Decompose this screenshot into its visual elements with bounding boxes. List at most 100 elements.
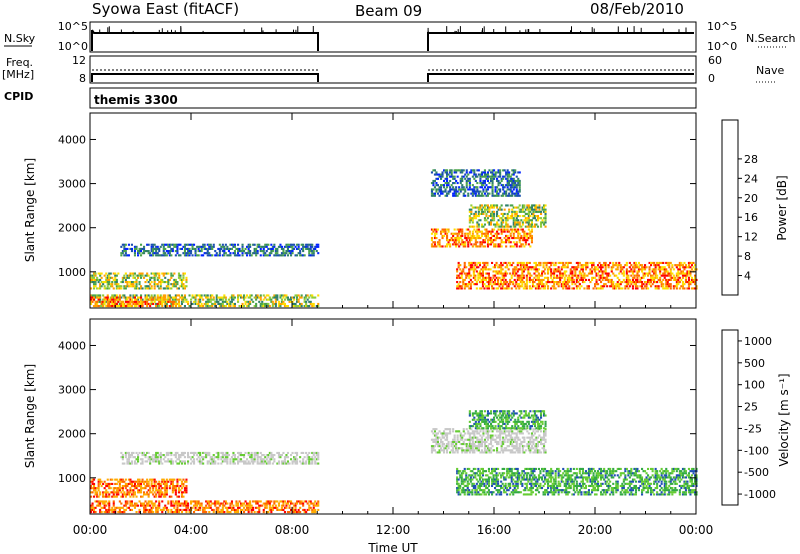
heatmap-cell — [93, 283, 96, 286]
heatmap-cell — [453, 169, 456, 172]
heatmap-cell — [240, 454, 243, 457]
heatmap-cell — [230, 296, 233, 299]
heatmap-cell — [158, 504, 161, 507]
heatmap-cell — [613, 274, 616, 277]
heatmap-cell — [610, 285, 613, 288]
heatmap-cell — [97, 487, 100, 490]
heatmap-cell — [525, 274, 528, 277]
heatmap-cell — [550, 268, 553, 271]
heatmap-cell — [523, 215, 526, 218]
heatmap-cell — [133, 272, 136, 275]
heatmap-cell — [476, 234, 479, 237]
heatmap-cell — [512, 177, 515, 180]
heatmap-cell — [521, 272, 524, 275]
heatmap-cell — [506, 237, 509, 240]
heatmap-cell — [521, 243, 524, 246]
heatmap-cell — [600, 285, 603, 288]
heatmap-cell — [656, 264, 659, 267]
heatmap-cell — [545, 283, 548, 286]
heatmap-cell — [197, 500, 200, 503]
heatmap-cell — [182, 451, 185, 454]
heatmap-cell — [474, 278, 477, 281]
heatmap-cell — [430, 232, 433, 235]
heatmap-cell — [259, 245, 262, 248]
heatmap-cell — [103, 281, 106, 284]
heatmap-cell — [449, 186, 452, 189]
heatmap-cell — [127, 302, 130, 305]
heatmap-cell — [527, 210, 530, 213]
heatmap-cell — [262, 460, 265, 463]
heatmap-cell — [480, 232, 483, 235]
heatmap-cell — [138, 274, 141, 277]
heatmap-cell — [200, 302, 203, 305]
heatmap-cell — [294, 302, 297, 305]
heatmap-cell — [506, 281, 509, 284]
heatmap-cell — [533, 223, 536, 226]
heatmap-cell — [150, 491, 153, 494]
heatmap-cell — [663, 276, 666, 279]
heatmap-cell — [291, 462, 294, 465]
heatmap-cell — [230, 506, 233, 509]
heatmap-cell — [262, 462, 265, 465]
heatmap-cell — [149, 500, 152, 503]
heatmap-cell — [487, 281, 490, 284]
heatmap-cell — [152, 487, 155, 490]
heatmap-cell — [206, 460, 209, 463]
heatmap-cell — [153, 300, 156, 303]
heatmap-cell — [493, 223, 496, 226]
heatmap-cell — [267, 305, 270, 308]
heatmap-cell — [503, 217, 506, 220]
heatmap-cell — [229, 302, 232, 305]
heatmap-cell — [607, 272, 610, 275]
heatmap-cell — [299, 502, 302, 505]
heatmap-cell — [485, 184, 488, 187]
heatmap-cell — [477, 228, 480, 231]
heatmap-cell — [229, 502, 232, 505]
heatmap-cell — [94, 506, 97, 509]
heatmap-cell — [111, 296, 114, 299]
heatmap-cell — [120, 287, 123, 290]
heatmap-cell — [211, 247, 214, 250]
heatmap-cell — [306, 458, 309, 461]
heatmap-cell — [612, 283, 615, 286]
heatmap-cell — [662, 266, 665, 269]
heatmap-cell — [511, 204, 514, 207]
heatmap-cell — [265, 454, 268, 457]
heatmap-cell — [521, 268, 524, 271]
heatmap-cell — [217, 500, 220, 503]
heatmap-cell — [639, 264, 642, 267]
heatmap-cell — [444, 188, 447, 191]
heatmap-cell — [665, 281, 668, 284]
heatmap-cell — [99, 480, 102, 483]
heatmap-cell — [173, 283, 176, 286]
heatmap-cell — [94, 272, 97, 275]
heatmap-cell — [243, 294, 246, 297]
heatmap-cell — [141, 305, 144, 308]
heatmap-cell — [126, 276, 129, 279]
heatmap-cell — [97, 281, 100, 284]
heatmap-cell — [493, 206, 496, 209]
heatmap-cell — [479, 175, 482, 178]
heatmap-cell — [249, 456, 252, 459]
heatmap-cell — [628, 261, 631, 264]
heatmap-cell — [121, 300, 124, 303]
heatmap-cell — [158, 500, 161, 503]
heatmap-cell — [553, 274, 556, 277]
heatmap-cell — [176, 485, 179, 488]
heatmap-cell — [683, 287, 686, 290]
heatmap-cell — [176, 500, 179, 503]
heatmap-cell — [285, 506, 288, 509]
heatmap-cell — [99, 305, 102, 308]
heatmap-cell — [170, 247, 173, 250]
heatmap-cell — [636, 274, 639, 277]
heatmap-cell — [574, 283, 577, 286]
heatmap-cell — [170, 458, 173, 461]
heatmap-cell — [261, 454, 264, 457]
heatmap-cell — [202, 511, 205, 514]
heatmap-cell — [578, 261, 581, 264]
heatmap-cell — [490, 237, 493, 240]
heatmap-cell — [133, 296, 136, 299]
heatmap-cell — [164, 281, 167, 284]
heatmap-cell — [273, 243, 276, 246]
heatmap-cell — [161, 281, 164, 284]
